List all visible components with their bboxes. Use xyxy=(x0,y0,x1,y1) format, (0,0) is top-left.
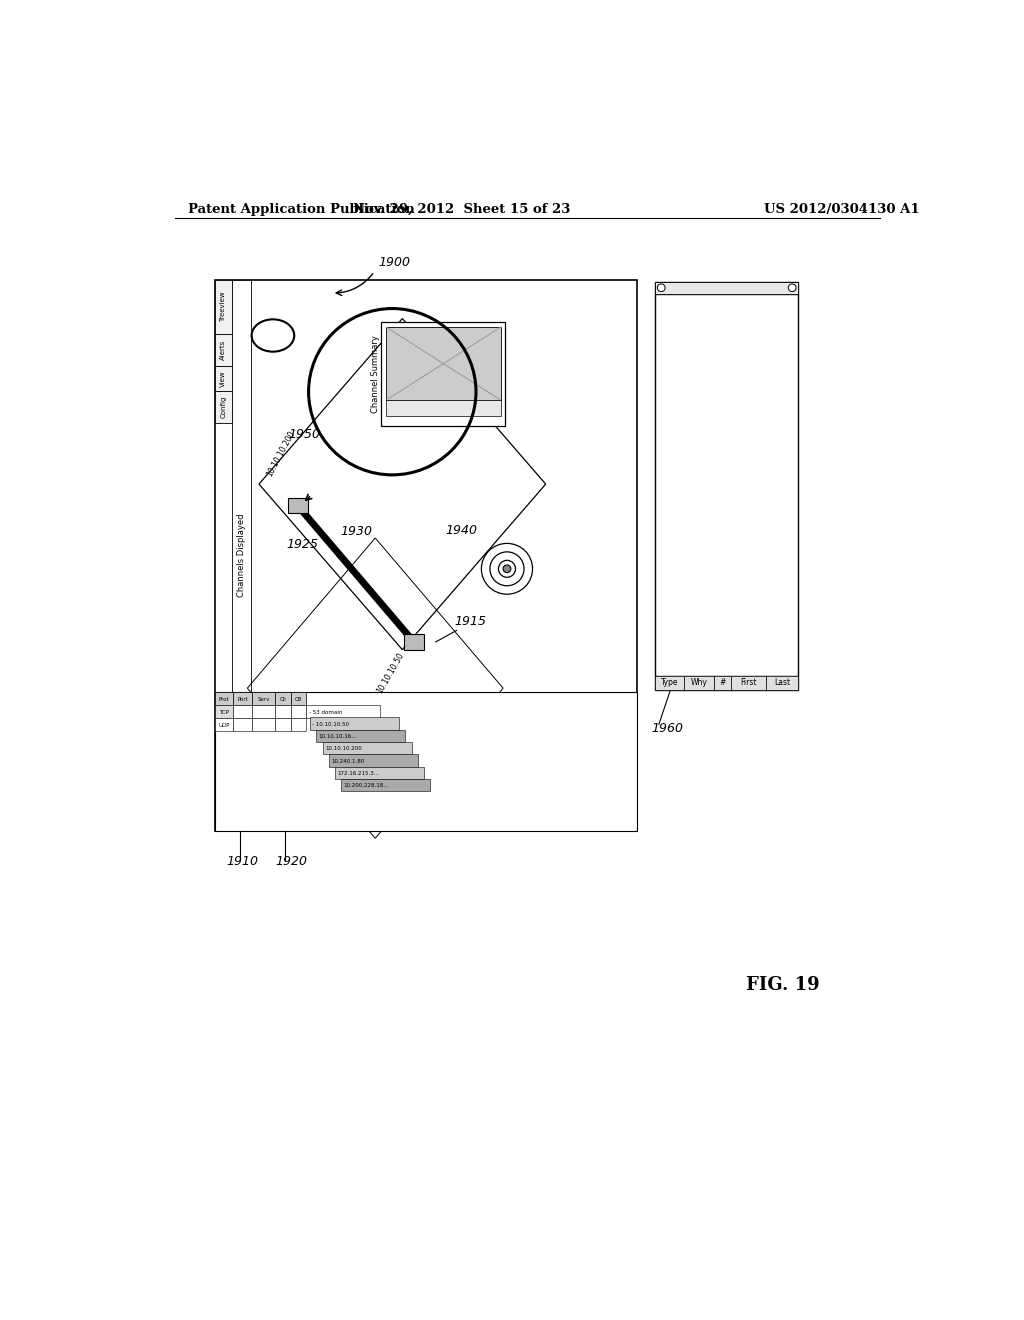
Bar xyxy=(215,334,231,367)
Text: UDP: UDP xyxy=(218,723,229,729)
Text: - 53 domain: - 53 domain xyxy=(308,710,342,715)
Text: Channel Summary: Channel Summary xyxy=(371,335,380,413)
Text: #: # xyxy=(719,678,726,688)
Bar xyxy=(316,730,406,742)
Bar xyxy=(291,718,306,731)
Bar xyxy=(655,676,684,689)
Bar xyxy=(215,391,231,424)
Bar xyxy=(386,327,501,400)
Text: Treeview: Treeview xyxy=(220,292,226,322)
Text: Cli: Cli xyxy=(280,697,287,702)
Text: 1930: 1930 xyxy=(340,525,373,539)
Text: Alerts: Alerts xyxy=(220,341,226,360)
Bar xyxy=(386,400,501,416)
Text: 10.10.10.50: 10.10.10.50 xyxy=(375,651,406,694)
Text: - 10.10.10.50: - 10.10.10.50 xyxy=(312,722,349,727)
Text: Patent Application Publication: Patent Application Publication xyxy=(188,203,415,216)
Bar xyxy=(655,281,799,294)
Text: Config: Config xyxy=(220,396,226,418)
Bar xyxy=(684,676,714,689)
Bar xyxy=(403,635,424,649)
Text: 1960: 1960 xyxy=(651,722,683,735)
Text: Channels Displayed: Channels Displayed xyxy=(237,513,246,597)
Circle shape xyxy=(657,284,665,292)
Bar xyxy=(766,676,799,689)
Bar xyxy=(233,692,252,705)
Bar xyxy=(215,718,233,731)
Bar xyxy=(215,367,231,391)
Bar xyxy=(291,705,306,718)
Bar xyxy=(233,718,252,731)
Bar xyxy=(323,742,412,755)
Text: 10.240.1.80: 10.240.1.80 xyxy=(331,759,365,764)
Bar xyxy=(231,280,251,830)
Polygon shape xyxy=(259,318,546,649)
Bar xyxy=(215,692,637,830)
Bar xyxy=(288,498,308,513)
Bar xyxy=(215,692,233,705)
Bar xyxy=(215,280,231,334)
Bar xyxy=(275,718,291,731)
Text: Serv: Serv xyxy=(257,697,269,702)
Text: US 2012/0304130 A1: US 2012/0304130 A1 xyxy=(764,203,920,216)
Text: 10.10.10.200: 10.10.10.200 xyxy=(265,429,297,478)
Text: Type: Type xyxy=(660,678,679,688)
Text: 1950: 1950 xyxy=(289,428,321,441)
Circle shape xyxy=(788,284,796,292)
Bar xyxy=(655,281,799,689)
Bar xyxy=(291,692,306,705)
Bar xyxy=(233,705,252,718)
Circle shape xyxy=(503,565,511,573)
Bar xyxy=(275,705,291,718)
Text: 1940: 1940 xyxy=(445,524,477,537)
Bar xyxy=(655,296,798,676)
Text: FIG. 19: FIG. 19 xyxy=(746,975,819,994)
Text: 1925: 1925 xyxy=(286,539,318,550)
Text: Nov. 29, 2012  Sheet 15 of 23: Nov. 29, 2012 Sheet 15 of 23 xyxy=(352,203,570,216)
Text: Prot: Prot xyxy=(219,697,229,702)
Bar xyxy=(731,676,766,689)
Text: CB: CB xyxy=(295,697,302,702)
Bar xyxy=(329,755,418,767)
Bar xyxy=(310,718,399,730)
Bar xyxy=(252,718,275,731)
Bar xyxy=(275,692,291,705)
Text: View: View xyxy=(220,371,226,387)
Text: 1910: 1910 xyxy=(226,855,258,869)
Text: Why: Why xyxy=(691,678,708,688)
Text: 1920: 1920 xyxy=(275,855,307,869)
Text: 10.200.228.18...: 10.200.228.18... xyxy=(343,784,389,788)
Bar xyxy=(215,705,233,718)
Text: 10.10.10.16...: 10.10.10.16... xyxy=(318,734,357,739)
Bar xyxy=(252,692,275,705)
Text: Port: Port xyxy=(238,697,248,702)
Text: 1915: 1915 xyxy=(455,615,486,628)
Text: 1900: 1900 xyxy=(378,256,411,269)
Bar xyxy=(714,676,731,689)
Bar xyxy=(381,322,506,426)
Text: 10.10.10.200: 10.10.10.200 xyxy=(325,747,361,751)
Bar xyxy=(306,705,380,718)
Bar xyxy=(335,767,424,779)
Text: 172.16.215.3...: 172.16.215.3... xyxy=(337,771,379,776)
Text: Last: Last xyxy=(774,678,791,688)
Bar xyxy=(252,705,275,718)
Ellipse shape xyxy=(252,319,294,351)
Bar xyxy=(215,280,637,830)
Text: TCP: TCP xyxy=(219,710,229,715)
Bar xyxy=(341,779,430,792)
Text: First: First xyxy=(740,678,757,688)
